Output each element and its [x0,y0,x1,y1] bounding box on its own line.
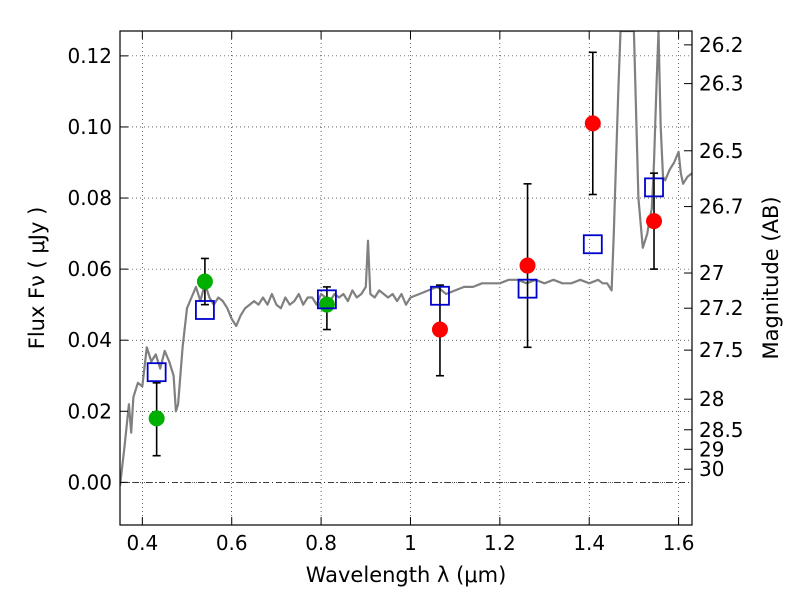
flux-point-green [318,296,335,313]
y-axis-title: Flux Fν ( μJy ) [25,207,49,350]
magnitude-tick-label: 29 [699,437,724,461]
magnitude-tick-label: 27.2 [699,296,744,320]
magnitude-tick-label: 27 [699,261,724,285]
data-markers [146,51,664,457]
flux-point-green [148,410,165,427]
y-tick-label: 0.04 [67,328,112,352]
flux-point-red [519,257,536,274]
flux-point-red [646,213,663,230]
model-band-square [644,177,664,198]
y-tick-label: 0.10 [67,115,112,139]
magnitude-tick-label: 26.7 [699,195,744,219]
model-band-square [582,234,603,255]
y-tick-label: 0.00 [67,470,112,494]
model-spectrum-line [120,31,692,487]
flux-point-red [584,115,601,132]
plot-area [120,31,692,487]
axis-ticks: 0.4 0.6 0.8 1 1.2 1.4 1.6 0.00 0.02 0.04 0.06 0.08 0… [67,31,744,555]
magnitude-tick-label: 26.2 [699,33,744,57]
flux-point-red [431,321,448,338]
model-band-square [195,300,215,320]
magnitude-tick-label: 27.5 [699,338,744,362]
model-band-square [430,285,450,306]
x-tick-label: 0.8 [305,531,337,555]
magnitude-tick-label: 28 [699,387,724,411]
y-tick-label: 0.06 [67,257,112,281]
flux-point-green [196,273,213,290]
x-tick-label: 1.2 [484,531,516,555]
x-tick-label: 0.4 [126,531,158,555]
x-tick-label: 1 [404,531,417,555]
x-tick-label: 0.6 [216,531,248,555]
y-tick-label: 0.08 [67,186,112,210]
plot-frame [119,30,693,526]
x-tick-label: 1.6 [663,531,695,555]
magnitude-tick-label: 28.5 [699,418,744,442]
y-tick-label: 0.12 [67,44,112,68]
magnitude-tick-label: 26.5 [699,139,744,163]
magnitude-tick-label: 30 [699,457,724,481]
x-tick-label: 1.4 [573,531,605,555]
model-band-square [146,362,167,383]
model-band-square [517,278,538,299]
y-tick-label: 0.02 [67,399,112,423]
magnitude-axis-title: Magnitude (AB) [759,196,783,359]
magnitude-tick-label: 26.3 [699,72,744,96]
model-band-square [317,289,337,310]
x-axis-title: Wavelength λ (μm) [306,563,507,587]
